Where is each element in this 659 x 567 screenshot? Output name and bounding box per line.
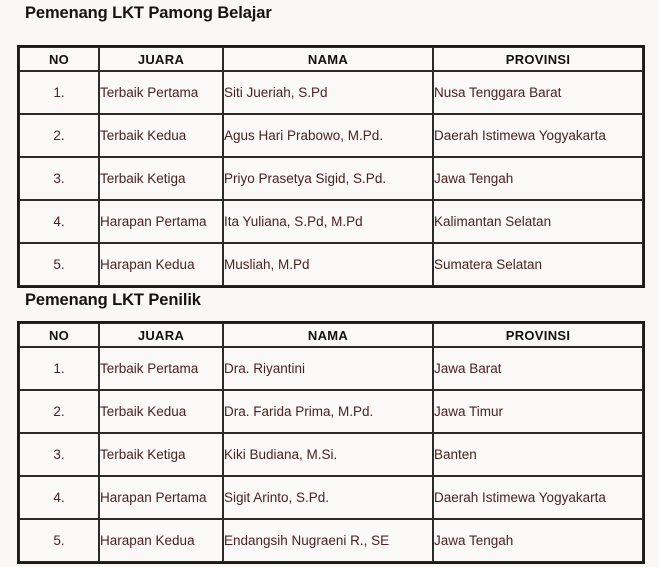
cell-no: 5. [19, 519, 99, 562]
table-row: 5. Harapan Kedua Musliah, M.Pd Sumatera … [19, 243, 643, 286]
table-body: 1. Terbaik Pertama Siti Jueriah, S.Pd Nu… [19, 71, 643, 286]
column-header-juara: JUARA [99, 323, 223, 347]
cell-no: 3. [19, 157, 99, 200]
cell-nama: Kiki Budiana, M.Si. [223, 433, 433, 476]
cell-juara: Terbaik Pertama [99, 71, 223, 114]
header-row: NO JUARA NAMA PROVINSI [19, 323, 643, 347]
cell-provinsi: Jawa Timur [433, 390, 643, 433]
table-row: 1. Terbaik Pertama Siti Jueriah, S.Pd Nu… [19, 71, 643, 114]
cell-provinsi: Jawa Tengah [433, 519, 643, 562]
winners-table-pamong-belajar: NO JUARA NAMA PROVINSI 1. Terbaik Pertam… [17, 45, 645, 288]
cell-nama: Dra. Farida Prima, M.Pd. [223, 390, 433, 433]
column-header-provinsi: PROVINSI [433, 323, 643, 347]
cell-juara: Terbaik Kedua [99, 390, 223, 433]
cell-nama: Priyo Prasetya Sigid, S.Pd. [223, 157, 433, 200]
cell-nama: Ita Yuliana, S.Pd, M.Pd [223, 200, 433, 243]
winners-table-penilik: NO JUARA NAMA PROVINSI 1. Terbaik Pertam… [17, 321, 645, 564]
table-header: NO JUARA NAMA PROVINSI [19, 47, 643, 71]
section-title-pamong-belajar: Pemenang LKT Pamong Belajar [25, 4, 272, 22]
cell-nama: Siti Jueriah, S.Pd [223, 71, 433, 114]
table-row: 2. Terbaik Kedua Dra. Farida Prima, M.Pd… [19, 390, 643, 433]
cell-no: 4. [19, 200, 99, 243]
table-row: 3. Terbaik Ketiga Priyo Prasetya Sigid, … [19, 157, 643, 200]
cell-juara: Terbaik Kedua [99, 114, 223, 157]
cell-provinsi: Jawa Barat [433, 347, 643, 390]
cell-provinsi: Jawa Tengah [433, 157, 643, 200]
header-row: NO JUARA NAMA PROVINSI [19, 47, 643, 71]
cell-juara: Terbaik Ketiga [99, 433, 223, 476]
cell-provinsi: Daerah Istimewa Yogyakarta [433, 114, 643, 157]
cell-no: 4. [19, 476, 99, 519]
cell-no: 1. [19, 347, 99, 390]
cell-no: 2. [19, 390, 99, 433]
cell-provinsi: Sumatera Selatan [433, 243, 643, 286]
cell-provinsi: Nusa Tenggara Barat [433, 71, 643, 114]
table-row: 3. Terbaik Ketiga Kiki Budiana, M.Si. Ba… [19, 433, 643, 476]
table-row: 4. Harapan Pertama Ita Yuliana, S.Pd, M.… [19, 200, 643, 243]
column-header-nama: NAMA [223, 47, 433, 71]
cell-nama: Sigit Arinto, S.Pd. [223, 476, 433, 519]
column-header-nama: NAMA [223, 323, 433, 347]
cell-juara: Harapan Pertama [99, 200, 223, 243]
cell-juara: Terbaik Ketiga [99, 157, 223, 200]
cell-nama: Dra. Riyantini [223, 347, 433, 390]
column-header-no: NO [19, 47, 99, 71]
section-title-penilik: Pemenang LKT Penilik [25, 291, 201, 309]
table-row: 4. Harapan Pertama Sigit Arinto, S.Pd. D… [19, 476, 643, 519]
table-row: 1. Terbaik Pertama Dra. Riyantini Jawa B… [19, 347, 643, 390]
cell-nama: Endangsih Nugraeni R., SE [223, 519, 433, 562]
cell-juara: Terbaik Pertama [99, 347, 223, 390]
column-header-juara: JUARA [99, 47, 223, 71]
table-body: 1. Terbaik Pertama Dra. Riyantini Jawa B… [19, 347, 643, 562]
table-header: NO JUARA NAMA PROVINSI [19, 323, 643, 347]
cell-no: 3. [19, 433, 99, 476]
cell-nama: Agus Hari Prabowo, M.Pd. [223, 114, 433, 157]
column-header-provinsi: PROVINSI [433, 47, 643, 71]
cell-provinsi: Banten [433, 433, 643, 476]
table-row: 5. Harapan Kedua Endangsih Nugraeni R., … [19, 519, 643, 562]
cell-provinsi: Kalimantan Selatan [433, 200, 643, 243]
cell-juara: Harapan Kedua [99, 519, 223, 562]
cell-provinsi: Daerah Istimewa Yogyakarta [433, 476, 643, 519]
cell-nama: Musliah, M.Pd [223, 243, 433, 286]
cell-no: 5. [19, 243, 99, 286]
cell-juara: Harapan Pertama [99, 476, 223, 519]
cell-juara: Harapan Kedua [99, 243, 223, 286]
cell-no: 1. [19, 71, 99, 114]
cell-no: 2. [19, 114, 99, 157]
column-header-no: NO [19, 323, 99, 347]
table-row: 2. Terbaik Kedua Agus Hari Prabowo, M.Pd… [19, 114, 643, 157]
